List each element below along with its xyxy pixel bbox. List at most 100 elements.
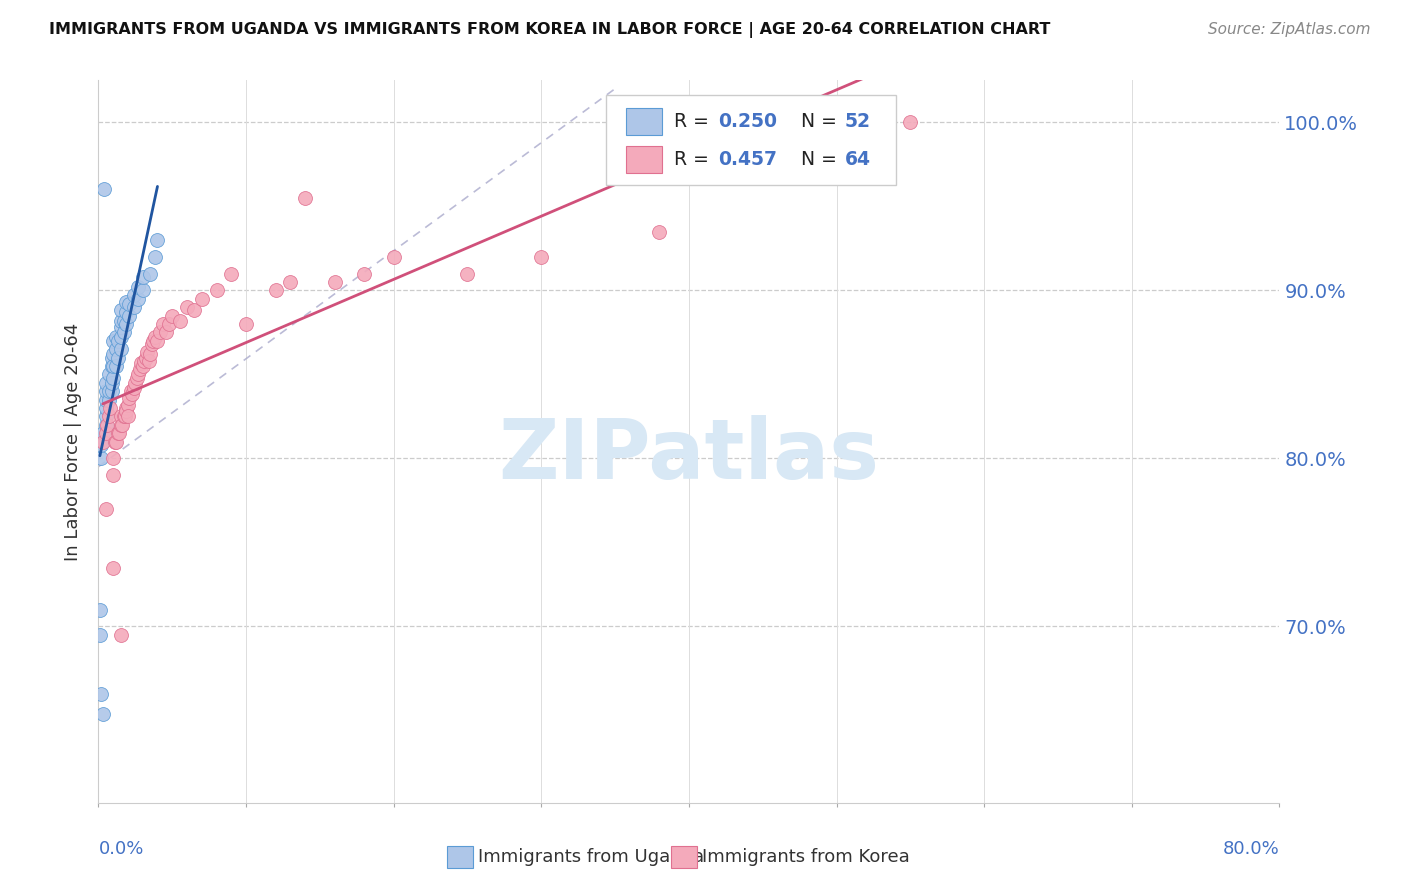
Point [142,334,165,348]
Point [264,283,287,297]
Text: IMMIGRANTS FROM UGANDA VS IMMIGRANTS FROM KOREA IN LABOR FORCE | AGE 20-64 CORRE: IMMIGRANTS FROM UGANDA VS IMMIGRANTS FRO… [49,22,1050,38]
Point [139,347,162,361]
Point [97,392,120,407]
Point [132,359,155,373]
Point [94,409,117,424]
Point [125,370,148,384]
Point [294,191,316,205]
Point [132,283,155,297]
Text: R =: R = [673,150,714,169]
Point [94,417,117,432]
Text: Source: ZipAtlas.com: Source: ZipAtlas.com [1208,22,1371,37]
Point [235,317,257,331]
Point [100,359,122,373]
Point [110,628,132,642]
Point [100,376,122,390]
Point [110,320,132,334]
Point [94,384,117,398]
Point [155,326,177,340]
Point [122,288,145,302]
Point [382,250,405,264]
Text: 64: 64 [845,150,870,169]
Text: 52: 52 [845,112,870,131]
Point [108,426,131,441]
Point [103,451,125,466]
Point [139,267,162,281]
Point [110,313,132,327]
Text: Immigrants from Uganda: Immigrants from Uganda [478,848,703,866]
Point [129,355,152,369]
Point [457,267,479,281]
Point [94,376,117,390]
Point [93,182,115,196]
Point [353,267,375,281]
Point [136,345,159,359]
Point [105,342,128,356]
Point [110,330,132,344]
Point [91,426,114,441]
Point [176,300,198,314]
Point [94,392,117,407]
Text: 0.0%: 0.0% [98,840,143,858]
Point [143,250,166,264]
Point [146,334,169,348]
Text: Immigrants from Korea: Immigrants from Korea [702,848,910,866]
Y-axis label: In Labor Force | Age 20-64: In Labor Force | Age 20-64 [65,322,83,561]
Point [141,337,163,351]
Point [90,687,112,701]
Point [103,468,125,483]
FancyBboxPatch shape [671,847,697,868]
Point [107,426,129,441]
Point [96,417,118,432]
Point [138,354,160,368]
Text: N =: N = [783,150,844,169]
Point [103,370,125,384]
Text: N =: N = [783,112,844,131]
Point [118,297,141,311]
Text: 80.0%: 80.0% [1223,840,1279,858]
Point [100,351,122,365]
Point [110,303,132,318]
Point [97,368,120,382]
FancyBboxPatch shape [447,847,472,868]
Point [112,409,135,424]
Point [115,404,138,418]
Point [900,115,922,129]
Point [107,351,129,365]
Point [117,409,139,424]
Point [323,275,346,289]
Point [90,451,112,466]
Point [127,292,149,306]
Point [94,401,117,415]
Point [100,384,122,398]
Point [94,426,117,441]
Point [112,313,135,327]
Point [117,398,139,412]
Point [111,417,134,432]
Point [530,250,553,264]
Text: R =: R = [673,112,714,131]
Point [127,368,149,382]
Point [110,409,132,424]
Point [132,269,155,284]
Point [134,354,156,368]
Point [221,267,243,281]
Point [183,303,205,318]
Point [146,233,169,247]
Point [91,706,114,721]
Point [149,326,172,340]
Point [157,317,180,331]
Point [162,309,183,323]
Point [118,391,141,405]
Point [89,602,111,616]
Point [104,434,127,449]
Point [124,376,146,390]
Point [152,317,174,331]
Point [115,317,138,331]
FancyBboxPatch shape [606,95,896,185]
Point [115,401,138,415]
Point [110,417,132,432]
Point [121,387,143,401]
Point [103,334,125,348]
Point [103,359,125,373]
